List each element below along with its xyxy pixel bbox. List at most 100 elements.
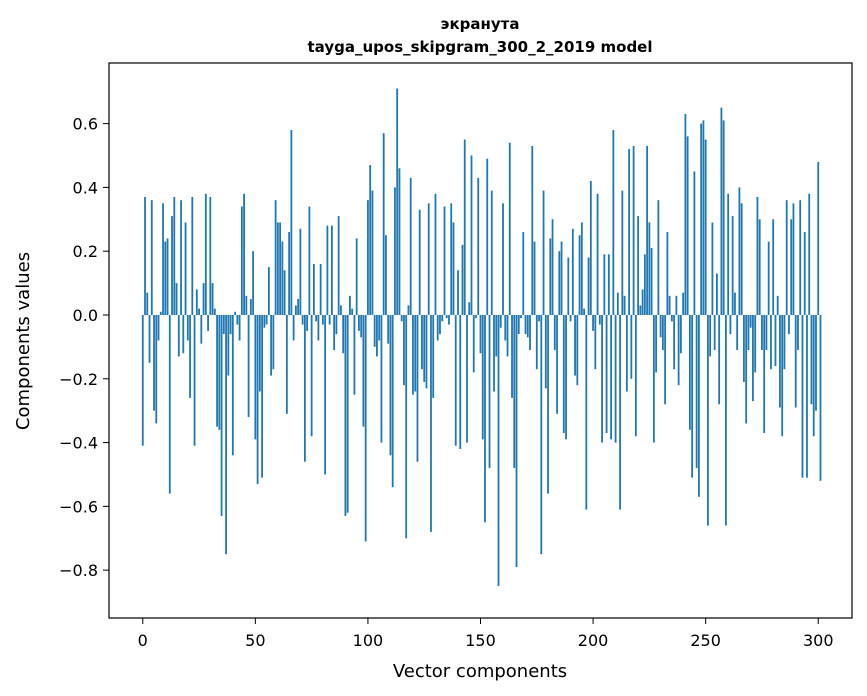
bar-68 [294, 305, 297, 315]
bar-252 [709, 314, 712, 357]
bar-48 [249, 299, 252, 315]
bar-201 [594, 314, 597, 370]
bar-199 [589, 181, 592, 315]
bar-81 [324, 314, 327, 475]
bar-287 [788, 314, 790, 335]
bar-1 [144, 196, 146, 315]
bar-222 [641, 289, 644, 315]
bar-152 [484, 314, 486, 523]
y-tick-label: 0.6 [73, 115, 98, 134]
chart-title: экранута [441, 15, 520, 33]
bar-263 [734, 292, 736, 315]
x-tick-label: 250 [690, 631, 721, 650]
bar-123 [418, 209, 421, 315]
bar-54 [263, 314, 266, 328]
x-axis-ticks: 0 50 100 150 200 250 300 [138, 618, 834, 650]
bar-264 [736, 314, 739, 351]
bar-144 [466, 314, 468, 443]
bar-290 [794, 314, 797, 408]
bar-142 [461, 244, 464, 315]
bar-145 [468, 302, 471, 315]
bar-149 [477, 177, 480, 315]
bar-94 [353, 314, 356, 395]
bar-298 [812, 314, 815, 437]
y-tick-label: −0.8 [59, 561, 98, 580]
bar-234 [668, 295, 671, 315]
bar-259 [725, 314, 727, 526]
bar-69 [297, 299, 300, 315]
bar-108 [385, 235, 387, 315]
bar-161 [504, 314, 507, 341]
bar-299 [815, 314, 817, 411]
y-axis-ticks: −0.8 −0.6 −0.4 −0.2 0.0 0.2 0.4 0.6 [59, 115, 109, 580]
bar-32 [213, 308, 216, 315]
bar-86 [335, 314, 338, 335]
bar-11 [166, 238, 169, 315]
bar-220 [637, 216, 640, 315]
bar-176 [538, 314, 540, 322]
bar-217 [630, 314, 633, 379]
bar-71 [301, 314, 304, 325]
bar-213 [621, 190, 624, 315]
y-tick-label: −0.6 [59, 497, 98, 516]
bar-190 [569, 314, 572, 322]
bar-132 [439, 314, 441, 335]
bar-141 [459, 314, 462, 449]
bar-128 [430, 314, 432, 532]
bar-83 [328, 314, 331, 325]
bar-153 [486, 158, 489, 315]
bar-20 [186, 314, 189, 341]
bar-24 [195, 289, 198, 315]
bar-16 [177, 314, 180, 357]
x-tick-label: 100 [353, 631, 384, 650]
bar-294 [803, 232, 806, 315]
bar-215 [625, 314, 628, 392]
bar-285 [783, 314, 786, 370]
bar-246 [695, 314, 698, 469]
bar-218 [632, 145, 635, 315]
bar-300 [817, 161, 820, 315]
bar-295 [806, 314, 808, 478]
bar-148 [475, 314, 477, 319]
bar-63 [283, 270, 286, 315]
bar-271 [752, 314, 754, 402]
bar-275 [761, 314, 763, 351]
bar-138 [452, 222, 455, 315]
bar-204 [601, 314, 603, 443]
bar-169 [522, 232, 525, 315]
bar-43 [238, 314, 241, 341]
bar-70 [299, 228, 302, 315]
bar-228 [655, 314, 658, 373]
bar-207 [607, 254, 610, 315]
bar-50 [254, 314, 257, 440]
bar-242 [686, 136, 689, 315]
bar-29 [207, 314, 209, 331]
bar-116 [403, 314, 405, 386]
bar-221 [639, 305, 642, 315]
bar-39 [229, 314, 232, 335]
bar-104 [376, 314, 378, 357]
bar-155 [490, 190, 493, 315]
bar-107 [382, 133, 385, 315]
bar-38 [227, 314, 230, 376]
bar-202 [596, 193, 599, 315]
bar-162 [506, 314, 509, 357]
bar-185 [558, 251, 561, 315]
bar-49 [252, 251, 254, 315]
bar-159 [499, 314, 502, 328]
bar-42 [236, 314, 239, 325]
bar-165 [513, 314, 516, 469]
bar-34 [218, 314, 221, 430]
x-tick-label: 50 [245, 631, 265, 650]
bar-276 [763, 314, 766, 433]
bar-147 [472, 314, 475, 373]
bar-73 [306, 314, 309, 331]
bar-266 [740, 203, 743, 315]
bar-25 [198, 308, 200, 315]
bar-280 [772, 219, 775, 315]
bar-240 [682, 292, 685, 315]
bar-255 [716, 273, 718, 315]
chart-subtitle: tayga_upos_skipgram_300_2_2019 model [308, 38, 653, 56]
bar-119 [409, 177, 412, 315]
bar-268 [745, 314, 748, 424]
